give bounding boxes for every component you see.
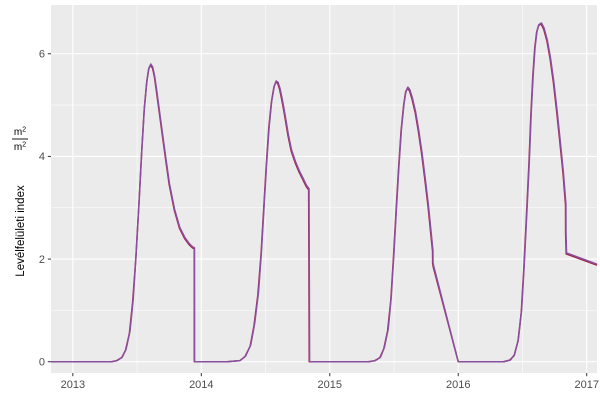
y-tick-label: 4	[39, 151, 45, 163]
y-axis-title-group: Levélfelületi index m2 m2	[12, 127, 28, 277]
y-tick-label: 0	[39, 357, 45, 369]
x-tick-label: 2017	[574, 379, 598, 391]
y-tick-label: 6	[39, 49, 45, 61]
y-tick-label: 2	[39, 254, 45, 266]
data-series-lines	[51, 22, 598, 363]
unit-numerator-exponent: 2	[22, 127, 26, 134]
y-axis-title-text: Levélfelületi index	[15, 185, 27, 277]
plot-panel-background	[51, 5, 597, 373]
unit-numerator: m2	[14, 127, 26, 139]
unit-denominator-exponent: 2	[22, 142, 26, 149]
y-axis-unit-fraction: m2 m2	[12, 127, 28, 154]
y-axis-title: Levélfelületi index m2 m2	[12, 127, 28, 277]
series-line-series_2	[51, 22, 598, 363]
x-tick-label: 2016	[446, 379, 470, 391]
unit-denominator: m2	[14, 142, 26, 154]
x-tick-label: 2014	[189, 379, 213, 391]
y-axis-ticks: 0 2 4 6	[39, 49, 51, 369]
x-axis-ticks: 2013 2014 2015 2016 2017	[61, 373, 599, 391]
x-tick-label: 2013	[61, 379, 85, 391]
x-tick-label: 2015	[318, 379, 342, 391]
major-gridlines	[51, 5, 597, 373]
